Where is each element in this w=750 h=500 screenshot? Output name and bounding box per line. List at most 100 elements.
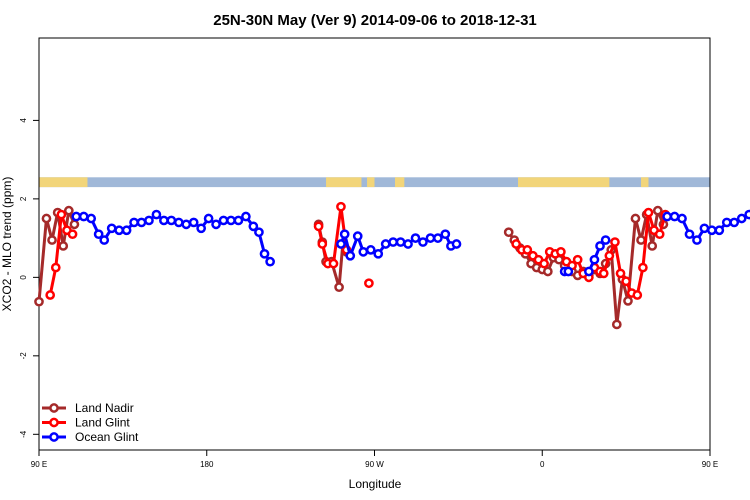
x-tick-label: 0 bbox=[540, 460, 545, 469]
data-point bbox=[425, 233, 436, 243]
x-tick-label: 90 E bbox=[31, 460, 47, 469]
data-point bbox=[380, 239, 391, 249]
data-point bbox=[365, 245, 376, 255]
data-point bbox=[589, 254, 600, 265]
data-point bbox=[129, 217, 139, 228]
data-point bbox=[86, 213, 97, 224]
data-point bbox=[71, 211, 82, 222]
data-point bbox=[99, 235, 110, 245]
data-point bbox=[572, 254, 583, 265]
data-point bbox=[522, 245, 533, 255]
data-point bbox=[721, 217, 732, 228]
data-point bbox=[34, 296, 44, 307]
series-line-segment bbox=[609, 249, 619, 325]
data-point bbox=[334, 282, 344, 293]
plot-frame bbox=[38, 37, 711, 451]
legend-label: Land Nadir bbox=[75, 401, 134, 415]
data-point bbox=[69, 219, 80, 230]
y-tick-label: 0 bbox=[19, 275, 28, 280]
y-axis-label: XCO2 - MLO trend (ppm) bbox=[0, 177, 14, 312]
data-point bbox=[339, 229, 350, 240]
data-point bbox=[652, 205, 663, 216]
data-point bbox=[621, 276, 631, 287]
data-point bbox=[211, 219, 221, 230]
series-line-segment bbox=[615, 279, 624, 325]
data-point bbox=[539, 258, 549, 269]
data-point bbox=[78, 211, 89, 222]
data-point bbox=[636, 235, 646, 245]
series-line-segment bbox=[613, 241, 623, 274]
data-point bbox=[630, 213, 641, 224]
chart-title: 25N-30N May (Ver 9) 2014-09-06 to 2018-1… bbox=[213, 12, 537, 29]
data-point bbox=[45, 290, 56, 300]
land-band bbox=[39, 177, 88, 188]
data-point bbox=[632, 290, 643, 300]
data-point bbox=[451, 239, 462, 249]
data-point bbox=[595, 241, 605, 251]
y-axis: -4 -2 0 2 4 bbox=[19, 118, 39, 438]
data-point bbox=[563, 266, 574, 277]
data-point bbox=[336, 201, 346, 212]
land-band bbox=[641, 177, 649, 188]
data-point bbox=[328, 258, 339, 269]
data-point bbox=[440, 229, 451, 240]
data-point bbox=[388, 237, 398, 247]
data-point bbox=[345, 250, 356, 261]
data-point bbox=[313, 221, 324, 232]
data-point bbox=[604, 250, 615, 261]
x-tick-label: 90 W bbox=[365, 460, 384, 469]
data-point bbox=[58, 241, 69, 251]
data-point bbox=[623, 296, 633, 306]
data-point bbox=[433, 233, 443, 243]
data-point bbox=[643, 207, 654, 218]
data-point bbox=[600, 235, 611, 245]
x-axis: 90 E 180 90 W 0 90 E bbox=[31, 450, 718, 469]
series-line-segment bbox=[332, 206, 343, 264]
data-point bbox=[736, 213, 747, 224]
data-point bbox=[373, 248, 384, 259]
legend-label: Ocean Glint bbox=[75, 430, 139, 444]
y-tick-label: 2 bbox=[19, 196, 28, 201]
data-point bbox=[265, 256, 275, 267]
data-point bbox=[403, 239, 413, 249]
data-point bbox=[241, 211, 251, 222]
data-point bbox=[598, 268, 609, 279]
data-point bbox=[744, 209, 750, 220]
legend-marker bbox=[49, 432, 59, 442]
data-point bbox=[218, 215, 229, 226]
data-point bbox=[50, 262, 61, 273]
data-point bbox=[173, 217, 184, 228]
data-point bbox=[181, 219, 192, 230]
data-point bbox=[336, 239, 346, 249]
data-point bbox=[669, 211, 680, 222]
data-point bbox=[358, 246, 369, 257]
y-tick-label: 4 bbox=[19, 118, 28, 123]
data-point bbox=[144, 215, 154, 226]
series-line-segment bbox=[641, 212, 650, 268]
data-point bbox=[63, 205, 74, 216]
data-point bbox=[714, 225, 725, 236]
data-point bbox=[699, 223, 710, 234]
data-point bbox=[610, 237, 620, 247]
data-point bbox=[511, 239, 522, 249]
series-line-segment bbox=[54, 214, 63, 268]
land-ocean-strip bbox=[39, 177, 710, 188]
legend-label: Land Glint bbox=[75, 416, 130, 430]
data-point bbox=[729, 217, 740, 228]
data-point bbox=[352, 231, 363, 242]
data-point bbox=[654, 229, 665, 240]
data-point bbox=[106, 223, 117, 234]
data-point bbox=[151, 209, 162, 220]
legend-marker bbox=[49, 417, 59, 428]
data-point bbox=[611, 319, 622, 330]
x-axis-label: Longitude bbox=[349, 477, 402, 491]
data-point bbox=[647, 241, 658, 251]
land-band bbox=[367, 177, 375, 188]
data-point bbox=[67, 229, 78, 240]
data-point bbox=[542, 266, 553, 277]
data-point bbox=[418, 237, 428, 247]
data-point bbox=[677, 213, 687, 224]
x-tick-label: 90 E bbox=[702, 460, 718, 469]
data-point bbox=[41, 213, 52, 224]
